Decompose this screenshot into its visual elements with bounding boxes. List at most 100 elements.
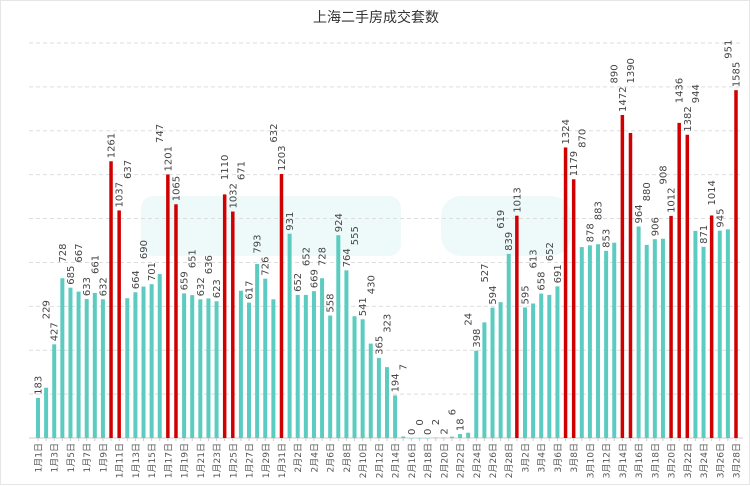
bar <box>587 245 592 438</box>
value-label: 728 <box>318 247 329 266</box>
bar <box>247 302 252 438</box>
bar <box>303 294 308 438</box>
x-tick-label: 2月22日 <box>456 443 467 478</box>
value-label: 7 <box>399 364 410 370</box>
value-label: 365 <box>374 336 385 355</box>
bar <box>133 292 138 438</box>
x-tick-label: 1月1日 <box>34 443 45 472</box>
value-label: 944 <box>691 84 702 103</box>
x-tick-label: 3月6日 <box>553 443 564 472</box>
value-label: 1261 <box>107 133 118 158</box>
x-tick-label: 3月18日 <box>650 443 661 478</box>
bar <box>76 291 81 438</box>
bar <box>677 122 681 438</box>
x-tick-label: 2月24日 <box>472 443 483 478</box>
bar <box>669 215 673 438</box>
bar <box>441 437 446 439</box>
value-label: 651 <box>188 249 199 268</box>
value-label: 1324 <box>561 119 572 144</box>
value-label: 701 <box>147 262 158 281</box>
value-label: 623 <box>212 279 223 298</box>
value-label: 658 <box>537 272 548 291</box>
bar <box>498 302 503 438</box>
value-label: 951 <box>723 40 734 59</box>
value-label: 906 <box>650 217 661 236</box>
chart-title: 上海二手房成交套数 <box>313 10 439 26</box>
value-label: 671 <box>236 161 247 180</box>
watermark-shape <box>441 196 571 256</box>
bar <box>279 174 284 438</box>
bar <box>555 286 560 438</box>
bar <box>311 291 316 438</box>
bar <box>685 134 690 438</box>
bar <box>734 90 738 439</box>
bar <box>376 357 381 438</box>
value-label: 1013 <box>512 187 523 212</box>
x-tick-label: 2月2日 <box>293 443 304 472</box>
x-tick-label: 3月20日 <box>667 443 678 478</box>
value-label: 964 <box>634 204 645 223</box>
bar <box>360 319 365 438</box>
value-label: 0 <box>407 429 418 435</box>
bar <box>490 307 495 438</box>
bar <box>117 210 121 438</box>
value-label: 632 <box>98 277 109 296</box>
bar <box>506 253 511 438</box>
bar <box>141 286 146 438</box>
value-label: 183 <box>34 376 45 395</box>
bar <box>547 294 552 438</box>
bar <box>701 246 706 438</box>
value-label: 636 <box>204 255 215 274</box>
bars <box>36 90 738 439</box>
bar <box>717 230 722 438</box>
value-label: 793 <box>253 234 264 253</box>
value-label: 0 <box>423 429 434 435</box>
value-label: 652 <box>301 247 312 266</box>
x-tick-label: 1月3日 <box>50 443 61 472</box>
bar <box>352 316 357 438</box>
x-tick-label: 2月4日 <box>309 443 320 472</box>
value-label: 18 <box>456 418 467 431</box>
x-tick-label: 1月15日 <box>147 443 158 478</box>
value-label: 691 <box>553 264 564 283</box>
watermark-logo <box>141 196 571 256</box>
bar <box>92 292 97 438</box>
bar <box>449 436 454 438</box>
value-label: 1585 <box>732 62 743 87</box>
x-tick-label: 1月11日 <box>115 443 126 478</box>
value-label: 1201 <box>163 146 174 171</box>
watermark-shape <box>141 196 401 256</box>
x-tick-label: 2月8日 <box>342 443 353 472</box>
bar <box>482 322 487 438</box>
bar <box>125 298 130 438</box>
value-label: 664 <box>131 270 142 289</box>
x-tick-label: 1月17日 <box>163 443 174 478</box>
value-label: 1203 <box>277 146 288 171</box>
bar <box>515 215 519 438</box>
bar <box>571 179 576 438</box>
value-label: 1472 <box>618 87 629 112</box>
value-label: 652 <box>545 242 556 261</box>
x-tick-label: 3月14日 <box>618 443 629 478</box>
bar <box>531 303 536 438</box>
value-label: 2 <box>439 428 450 434</box>
value-label: 880 <box>642 182 653 201</box>
bar <box>620 114 625 438</box>
x-tick-label: 1月27日 <box>245 443 256 478</box>
value-label: 1065 <box>171 176 182 201</box>
bar <box>644 244 649 438</box>
bar <box>174 204 178 438</box>
x-tick-label: 3月16日 <box>634 443 645 478</box>
x-tick-label: 1月19日 <box>180 443 191 478</box>
bar <box>474 350 479 438</box>
x-tick-label: 3月8日 <box>569 443 580 472</box>
bar <box>109 161 113 438</box>
bar <box>206 298 211 438</box>
x-tick-label: 1月13日 <box>131 443 142 478</box>
value-label: 652 <box>293 273 304 292</box>
value-label: 619 <box>496 210 507 229</box>
bar <box>522 307 527 438</box>
bar <box>328 315 333 438</box>
x-tick-label: 1月21日 <box>196 443 207 478</box>
